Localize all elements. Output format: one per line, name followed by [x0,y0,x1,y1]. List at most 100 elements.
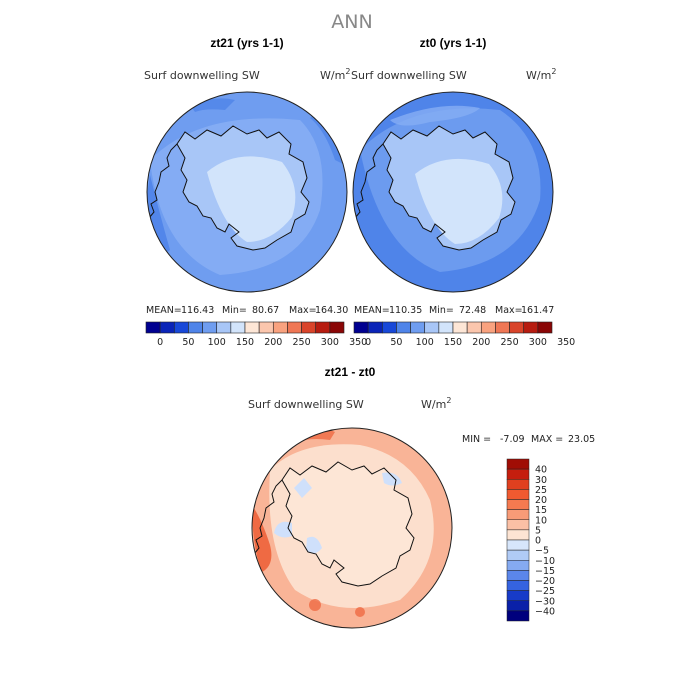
panel-zt21-colorbar-swatch-4 [202,321,218,334]
panel-zt0-colorbar-swatch-8 [466,321,482,334]
panel-zt21-min-value: 80.67 [252,305,279,316]
panel-zt0-variable: Surf downwelling SW [351,69,467,82]
panel-diff-colorbar-tick-1: 30 [535,475,547,486]
panel-diff-colorbar-tick-3: 20 [535,495,547,506]
panel-zt0-colorbar-swatch-12 [523,321,539,334]
panel-zt0-colorbar-tick-2: 100 [416,337,434,348]
panel-diff-colorbar-tick-14: −40 [535,606,555,617]
panel-diff-colorbar-swatch-15 [506,610,530,622]
panel-zt21-colorbar-swatch-7 [244,321,260,334]
panel-diff-min-value: -7.09 [500,434,525,445]
panel-diff-colorbar-tick-8: −5 [535,546,549,557]
panel-zt0-colorbar-swatch-2 [381,321,397,334]
panel-zt21-colorbar-tick-6: 300 [321,337,339,348]
panel-zt0-colorbar-swatch-3 [396,321,411,334]
panel-zt0-colorbar-tick-4: 200 [472,337,490,348]
panel-zt0-title: zt0 (yrs 1-1) [420,36,487,50]
panel-diff-colorbar-swatch-12 [506,580,530,591]
panel-zt21-colorbar-swatch-2 [173,321,189,334]
panel-zt0-colorbar-swatch-11 [509,321,525,334]
panel-diff-units: W/m2 [421,396,451,411]
panel-diff-colorbar-swatch-13 [506,590,530,601]
panel-diff-colorbar-swatch-11 [506,570,530,581]
panel-zt21-colorbar-tick-4: 200 [264,337,282,348]
panel-diff-colorbar-tick-13: −30 [535,596,555,607]
panel-zt21-colorbar-swatch-6 [230,321,246,334]
panel-zt21-title: zt21 (yrs 1-1) [210,36,283,50]
panel-zt21-variable: Surf downwelling SW [144,69,260,82]
panel-zt0-map [353,92,553,292]
panel-diff-colorbar-swatch-0 [506,458,530,470]
panel-diff-colorbar-swatch-1 [506,468,530,480]
panel-diff-colorbar-tick-9: −10 [535,556,555,567]
panel-zt21-max-label: Max= [289,305,317,316]
panel-diff-max-value: 23.05 [568,434,595,445]
panel-zt0-colorbar-swatch-13 [537,321,553,334]
panel-diff-colorbar-swatch-2 [506,479,530,490]
panel-diff-colorbar-swatch-10 [506,560,530,571]
panel-zt0-border [352,91,554,293]
panel-zt21-stats: MEAN= 116.43 Min= 80.67 Max= 164.30 [146,305,348,316]
panel-zt21-colorbar-swatch-9 [272,321,288,334]
panel-zt0: zt0 (yrs 1-1) Surf downwelling SW W/m2 M… [351,36,575,348]
panel-zt21-colorbar-swatch-1 [159,321,175,334]
panel-diff-colorbar-tick-5: 10 [535,515,547,526]
panel-diff-variable: Surf downwelling SW [248,398,364,411]
panel-diff-border [251,427,453,629]
panel-diff-colorbar-swatch-5 [506,509,530,520]
panel-diff-colorbar-tick-11: −20 [535,576,555,587]
panel-zt21-colorbar-swatch-13 [329,321,345,334]
panel-zt21: zt21 (yrs 1-1) Surf downwelling SW W/m2 … [144,36,367,348]
panel-zt21-colorbar-tick-2: 100 [208,337,226,348]
panel-zt21-border [146,91,348,293]
panel-zt0-colorbar-tick-1: 50 [390,337,402,348]
panel-zt21-colorbar-swatch-5 [216,321,232,334]
panel-zt0-colorbar-tick-6: 300 [529,337,547,348]
panel-zt0-units: W/m2 [526,67,556,82]
panel-diff-stats: MIN = -7.09 MAX = 23.05 [462,434,595,445]
panel-zt21-mean-label: MEAN= [146,305,182,316]
panel-diff-colorbar-swatch-4 [506,499,530,510]
panel-diff-colorbar-tick-2: 25 [535,485,547,496]
panel-diff-colorbar-tick-4: 15 [535,505,547,516]
panel-zt21-colorbar-swatch-10 [287,321,302,334]
panel-zt0-colorbar-swatch-4 [410,321,426,334]
panel-zt21-mean-value: 116.43 [181,305,214,316]
panel-zt21-map [147,92,347,292]
panel-zt0-stats: MEAN= 110.35 Min= 72.48 Max= 161.47 [354,305,554,316]
panel-zt0-colorbar-swatch-9 [480,321,496,334]
panel-diff-colorbar-swatch-8 [506,539,530,551]
panel-diff-colorbar-tick-0: 40 [535,465,547,476]
panel-zt0-min-value: 72.48 [459,305,486,316]
panel-zt0-colorbar-swatch-10 [495,321,510,334]
panel-diff-colorbar-swatch-3 [506,489,530,500]
panel-diff-map [252,428,452,628]
panel-diff-colorbar-swatch-14 [506,600,530,612]
panel-zt0-colorbar-tick-5: 250 [501,337,519,348]
panel-diff-colorbar-swatch-9 [506,549,530,561]
panel-zt21-colorbar-swatch-11 [301,321,317,334]
panel-zt0-colorbar-tick-7: 350 [557,337,575,348]
panel-diff: zt21 - zt0 Surf downwelling SW W/m2 MIN … [248,365,595,629]
panel-zt21-colorbar-tick-5: 250 [293,337,311,348]
panel-zt21-colorbar-tick-7: 350 [349,337,367,348]
panel-diff-min-label: MIN = [462,434,491,445]
panel-zt21-colorbar-tick-0: 0 [157,337,163,348]
panel-zt0-max-value: 161.47 [521,305,554,316]
panel-zt0-colorbar-tick-3: 150 [444,337,462,348]
panel-diff-colorbar-tick-12: −25 [535,586,555,597]
panel-zt21-max-value: 164.30 [315,305,348,316]
panel-zt0-mean-label: MEAN= [354,305,390,316]
panel-zt21-units: W/m2 [320,67,350,82]
panel-zt0-colorbar-tick-0: 0 [365,337,371,348]
panel-zt21-colorbar-swatch-12 [315,321,331,334]
panel-diff-title: zt21 - zt0 [325,365,376,379]
panel-zt0-colorbar-swatch-1 [367,321,383,334]
panel-zt0-max-label: Max= [495,305,523,316]
panel-zt21-colorbar-swatch-8 [258,321,274,334]
panel-zt21-colorbar-swatch-0 [145,321,161,334]
panel-diff-colorbar-swatch-7 [506,529,530,541]
panel-zt0-min-label: Min= [429,305,454,316]
